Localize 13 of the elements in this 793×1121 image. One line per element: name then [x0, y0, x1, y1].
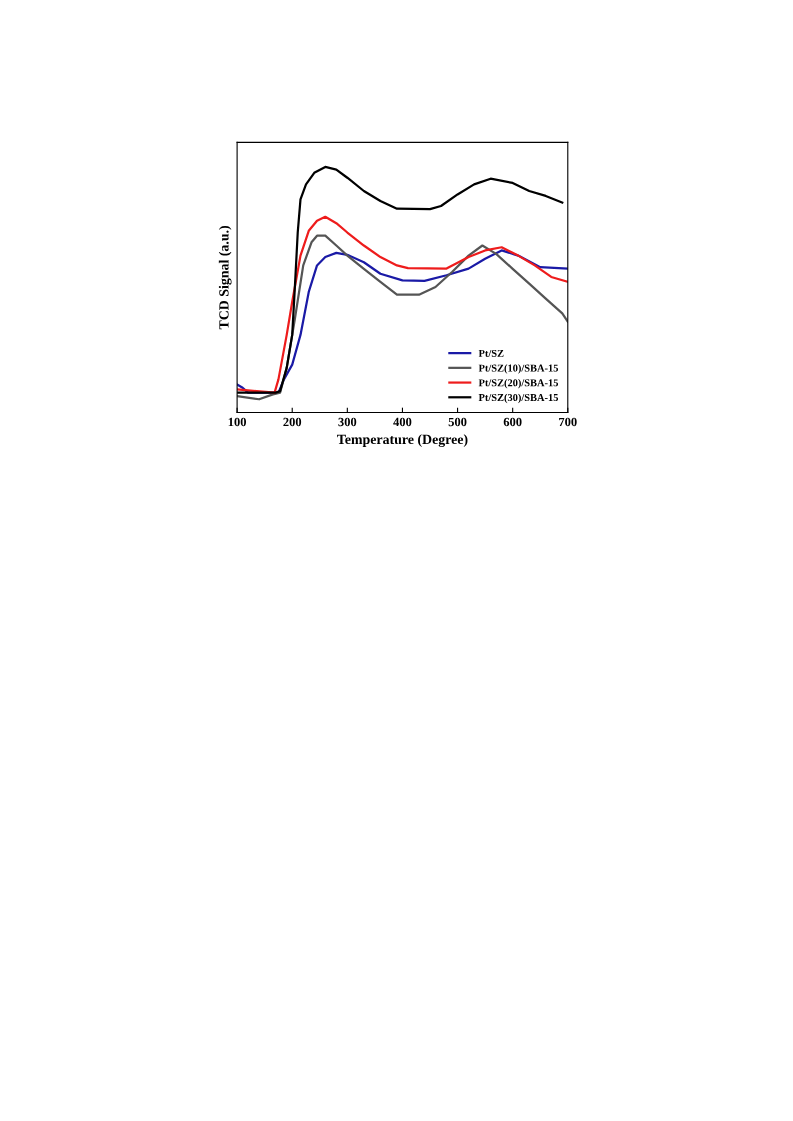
legend-label: Pt/SZ(30)/SBA-15: [478, 393, 559, 404]
x-axis-title: Temperature (Degree): [337, 434, 468, 447]
x-tick-label: 500: [448, 417, 467, 427]
y-axis-title: TCD Signal (a.u.): [218, 225, 232, 330]
x-tick-label: 300: [338, 417, 357, 427]
x-tick-label: 100: [228, 417, 247, 427]
legend-label: Pt/SZ(20)/SBA-15: [478, 378, 559, 389]
x-tick-label: 600: [503, 417, 522, 427]
legend-label: Pt/SZ: [478, 349, 504, 357]
x-tick-label: 200: [283, 417, 302, 427]
legend-label: Pt/SZ(10)/SBA-15: [478, 364, 559, 374]
x-tick-label: 700: [559, 417, 577, 427]
x-tick-label: 400: [393, 417, 412, 427]
